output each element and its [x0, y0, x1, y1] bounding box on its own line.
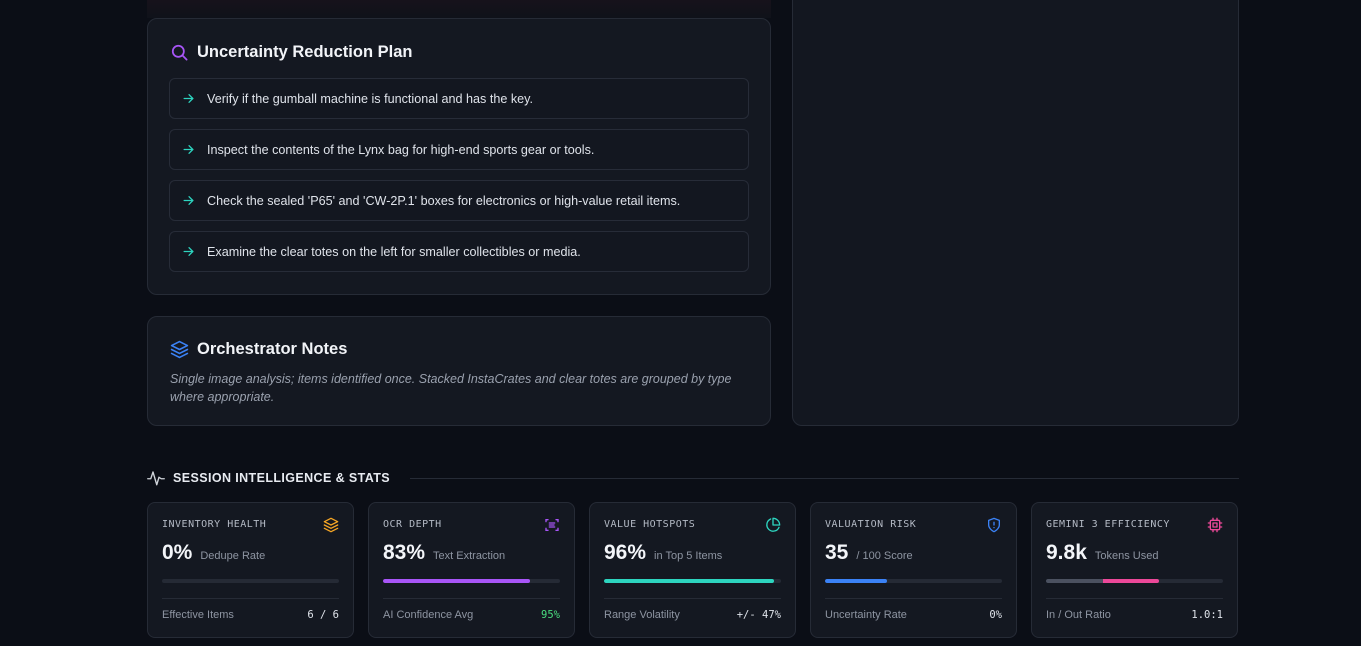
- notes-title-text: Orchestrator Notes: [197, 340, 348, 358]
- stat-subtext: in Top 5 Items: [654, 550, 723, 562]
- plan-item[interactable]: Inspect the contents of the Lynx bag for…: [169, 129, 749, 170]
- stat-footer-label: Uncertainty Rate: [825, 609, 907, 621]
- stat-footer-value: 1.0:1: [1191, 609, 1223, 621]
- activity-icon: [147, 471, 165, 486]
- stat-progress-fill: [825, 579, 887, 583]
- session-stats-heading: SESSION INTELLIGENCE & STATS: [147, 466, 1239, 490]
- stat-subtext: / 100 Score: [856, 550, 913, 562]
- pie-chart-icon: [766, 517, 781, 532]
- stat-value: 9.8k: [1046, 541, 1087, 564]
- stat-subtext: Tokens Used: [1094, 550, 1159, 562]
- stat-subtext: Dedupe Rate: [200, 550, 266, 562]
- stat-divider: [1046, 598, 1223, 599]
- arrow-right-icon: [183, 145, 194, 154]
- plan-list: Verify if the gumball machine is functio…: [169, 78, 749, 282]
- scan-text-icon: [545, 519, 559, 531]
- stat-card-value-hotspots: VALUE HOTSPOTS 96% in Top 5 Items Range …: [589, 502, 796, 638]
- stat-progress-track: [825, 579, 1002, 583]
- stat-value: 96%: [604, 541, 647, 564]
- stat-footer-label: In / Out Ratio: [1046, 609, 1111, 621]
- stat-progress-track: [1046, 579, 1223, 583]
- orchestrator-notes-card: Orchestrator Notes Single image analysis…: [147, 316, 771, 426]
- stat-footer-label: Effective Items: [162, 609, 234, 621]
- stat-label: OCR DEPTH: [383, 519, 442, 530]
- stat-label: VALUATION RISK: [825, 519, 917, 530]
- stat-label: GEMINI 3 EFFICIENCY: [1046, 519, 1170, 530]
- plan-title: Uncertainty Reduction Plan: [170, 43, 412, 62]
- stat-card-gemini-efficiency: GEMINI 3 EFFICIENCY 9.8k Tokens Used In …: [1031, 502, 1238, 638]
- stat-card-inventory-health: INVENTORY HEALTH 0% Dedupe Rate Effectiv…: [147, 502, 354, 638]
- stat-label: VALUE HOTSPOTS: [604, 519, 696, 530]
- stat-progress-fill: [383, 579, 530, 583]
- stat-subtext: Text Extraction: [433, 550, 506, 562]
- plan-item[interactable]: Examine the clear totes on the left for …: [169, 231, 749, 272]
- stat-divider: [604, 598, 781, 599]
- arrow-right-icon: [183, 247, 194, 256]
- cpu-icon: [1207, 517, 1223, 533]
- plan-item-text: Check the sealed 'P65' and 'CW-2P.1' box…: [207, 193, 681, 208]
- stat-value: 83%: [383, 541, 426, 564]
- stat-progress-fill-secondary: [1046, 579, 1103, 583]
- top-card-fade: [147, 0, 771, 18]
- stat-footer-value: +/- 47%: [736, 609, 781, 621]
- stat-progress-track: [162, 579, 339, 583]
- arrow-right-icon: [183, 196, 194, 205]
- stat-label: INVENTORY HEALTH: [162, 519, 267, 530]
- notes-text: Single image analysis; items identified …: [170, 372, 732, 404]
- stat-footer-value: 0%: [989, 609, 1002, 621]
- stat-progress-fill: [1102, 579, 1160, 583]
- uncertainty-plan-card: Uncertainty Reduction Plan Verify if the…: [147, 18, 771, 295]
- layers-icon: [170, 340, 189, 359]
- arrow-right-icon: [183, 94, 194, 103]
- plan-item[interactable]: Check the sealed 'P65' and 'CW-2P.1' box…: [169, 180, 749, 221]
- stat-card-valuation-risk: VALUATION RISK 35 / 100 Score Uncertaint…: [810, 502, 1017, 638]
- section-divider: [410, 477, 1239, 479]
- stat-value: 0%: [162, 541, 193, 564]
- stat-footer-value: 6 / 6: [307, 609, 339, 621]
- plan-item[interactable]: Verify if the gumball machine is functio…: [169, 78, 749, 119]
- plan-item-text: Inspect the contents of the Lynx bag for…: [207, 142, 595, 157]
- stat-footer-value: 95%: [541, 609, 560, 621]
- stat-divider: [162, 598, 339, 599]
- stat-value: 35: [825, 541, 849, 564]
- stat-progress-track: [383, 579, 560, 583]
- stat-divider: [383, 598, 560, 599]
- notes-title: Orchestrator Notes: [170, 340, 347, 359]
- plan-title-text: Uncertainty Reduction Plan: [197, 43, 413, 61]
- stat-progress-fill: [604, 579, 774, 583]
- layers-icon: [323, 517, 339, 533]
- stat-divider: [825, 598, 1002, 599]
- session-stats-label: SESSION INTELLIGENCE & STATS: [173, 471, 391, 485]
- plan-item-text: Examine the clear totes on the left for …: [207, 244, 581, 259]
- search-icon: [171, 44, 188, 61]
- right-panel: [792, 0, 1239, 426]
- stat-card-ocr-depth: OCR DEPTH 83% Text Extraction AI Confide…: [368, 502, 575, 638]
- stat-footer-label: AI Confidence Avg: [383, 609, 474, 621]
- stat-footer-label: Range Volatility: [604, 609, 680, 621]
- plan-item-text: Verify if the gumball machine is functio…: [207, 91, 533, 106]
- shield-alert-icon: [988, 517, 1000, 533]
- stat-progress-track: [604, 579, 781, 583]
